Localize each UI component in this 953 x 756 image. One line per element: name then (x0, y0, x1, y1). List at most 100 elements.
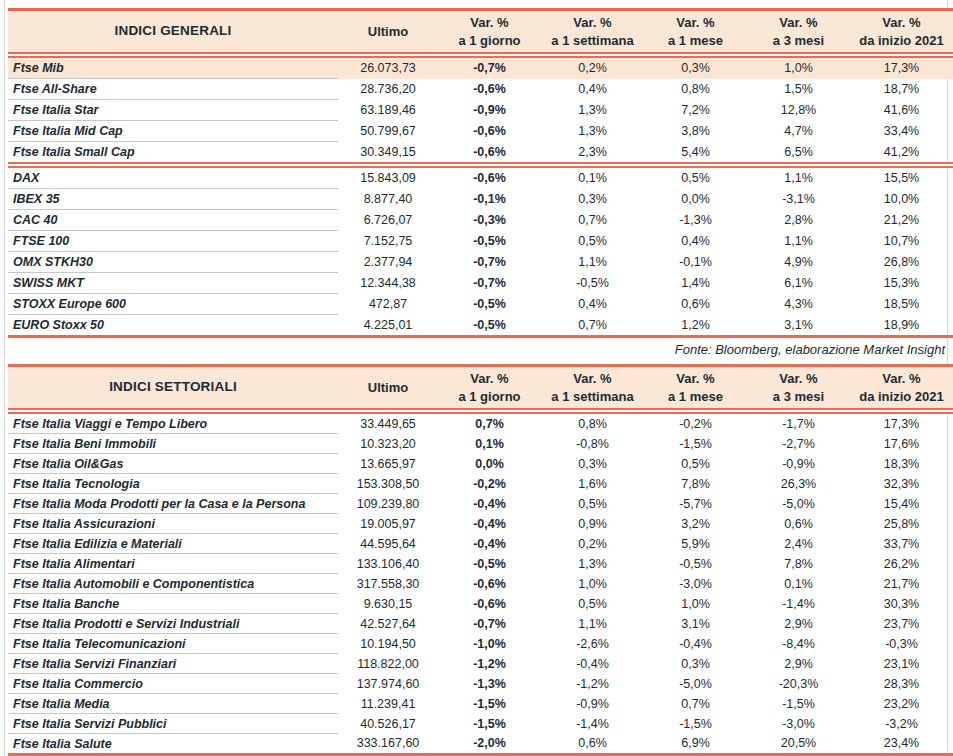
var-value-cell-4: 15,4% (850, 494, 953, 514)
var-value-cell-3: -5,0% (747, 494, 850, 514)
table-row: Ftse Italia Servizi Pubblici40.526,17-1,… (8, 714, 953, 734)
table-row: Ftse Italia Oil&Gas13.665,970,0%0,3%0,5%… (8, 454, 953, 474)
table-row: Ftse Italia Media11.239,41-1,5%-0,9%0,7%… (8, 694, 953, 714)
var-value-cell-2: -1,3% (644, 210, 747, 231)
var-value-cell-2: -1,5% (644, 714, 747, 734)
table-header: INDICI SETTORIALIUltimoVar. %a 1 giornoV… (8, 366, 953, 410)
var-value-cell-0: -0,7% (438, 57, 541, 79)
ultimo-value-cell: 42.527,64 (338, 614, 438, 634)
var-value-cell-1: 1,1% (541, 614, 644, 634)
var-value-cell-1: 0,7% (541, 210, 644, 231)
var-value-cell-1: 0,4% (541, 79, 644, 100)
column-header-var-3: Var. %a 3 mesi (747, 366, 850, 410)
column-header-var-2: Var. %a 1 mese (644, 366, 747, 410)
var-value-cell-4: -0,3% (850, 634, 953, 654)
indici-generali-table: INDICI GENERALIUltimoVar. %a 1 giornoVar… (8, 8, 953, 338)
indici-settoriali-table: INDICI SETTORIALIUltimoVar. %a 1 giornoV… (8, 364, 953, 756)
var-value-cell-4: 41,2% (850, 142, 953, 164)
var-value-cell-4: 17,6% (850, 434, 953, 454)
var-value-cell-4: 17,3% (850, 57, 953, 79)
var-value-cell-1: 0,9% (541, 514, 644, 534)
var-value-cell-1: 0,3% (541, 454, 644, 474)
header-row: INDICI SETTORIALIUltimoVar. %a 1 giornoV… (8, 366, 953, 410)
table-row: Ftse All-Share28.736,20-0,6%0,4%0,8%1,5%… (8, 79, 953, 100)
var-value-cell-3: -0,9% (747, 454, 850, 474)
var-value-cell-3: 1,1% (747, 167, 850, 189)
column-header-line1: Var. % (541, 14, 644, 32)
var-value-cell-4: 23,7% (850, 614, 953, 634)
ultimo-value-cell: 7.152,75 (338, 231, 438, 252)
index-name-cell: Ftse Italia Servizi Pubblici (8, 714, 338, 734)
var-value-cell-2: 0,6% (644, 294, 747, 315)
var-value-cell-1: 1,0% (541, 574, 644, 594)
var-value-cell-3: 4,3% (747, 294, 850, 315)
var-value-cell-0: -1,5% (438, 694, 541, 714)
table-row: Ftse Italia Prodotti e Servizi Industria… (8, 614, 953, 634)
table-row: EURO Stoxx 504.225,01-0,5%0,7%1,2%3,1%18… (8, 315, 953, 337)
table-row: FTSE 1007.152,75-0,5%0,5%0,4%1,1%10,7% (8, 231, 953, 252)
table-row: STOXX Europe 600472,87-0,5%0,4%0,6%4,3%1… (8, 294, 953, 315)
var-value-cell-0: -1,5% (438, 714, 541, 734)
ultimo-value-cell: 317.558,30 (338, 574, 438, 594)
column-header-line1: Var. % (438, 370, 541, 388)
var-value-cell-1: 2,3% (541, 142, 644, 164)
var-value-cell-2: 7,8% (644, 474, 747, 494)
table-row: Ftse Italia Star63.189,46-0,9%1,3%7,2%12… (8, 100, 953, 121)
column-header-line1: Var. % (747, 370, 850, 388)
var-value-cell-1: 0,5% (541, 494, 644, 514)
var-value-cell-0: -0,6% (438, 79, 541, 100)
var-value-cell-2: -5,0% (644, 674, 747, 694)
var-value-cell-2: -3,0% (644, 574, 747, 594)
column-header-line1: Var. % (850, 370, 953, 388)
var-value-cell-0: -0,6% (438, 594, 541, 614)
var-value-cell-4: 30,3% (850, 594, 953, 614)
column-header-var-1: Var. %a 1 settimana (541, 10, 644, 54)
var-value-cell-4: 10,0% (850, 189, 953, 210)
var-value-cell-0: -0,5% (438, 315, 541, 337)
var-value-cell-4: 28,3% (850, 674, 953, 694)
report-page: INDICI GENERALIUltimoVar. %a 1 giornoVar… (4, 0, 948, 756)
column-header-line2: a 1 settimana (541, 32, 644, 50)
index-name-cell: EURO Stoxx 50 (8, 315, 338, 337)
column-header-var-4: Var. %da inizio 2021 (850, 10, 953, 54)
index-name-cell: Ftse Italia Media (8, 694, 338, 714)
var-value-cell-0: -0,1% (438, 189, 541, 210)
var-value-cell-0: -0,9% (438, 100, 541, 121)
table-row: Ftse Italia Small Cap30.349,15-0,6%2,3%5… (8, 142, 953, 164)
table-row: Ftse Italia Assicurazioni19.005,97-0,4%0… (8, 514, 953, 534)
var-value-cell-4: 17,3% (850, 413, 953, 434)
var-value-cell-0: -1,3% (438, 674, 541, 694)
index-name-cell: Ftse Italia Mid Cap (8, 121, 338, 142)
var-value-cell-1: 0,2% (541, 57, 644, 79)
var-value-cell-4: 23,4% (850, 734, 953, 755)
var-value-cell-1: 0,5% (541, 231, 644, 252)
var-value-cell-0: -0,7% (438, 252, 541, 273)
index-name-cell: Ftse All-Share (8, 79, 338, 100)
var-value-cell-4: 26,2% (850, 554, 953, 574)
ultimo-value-cell: 6.726,07 (338, 210, 438, 231)
column-header-line2: a 3 mesi (747, 388, 850, 406)
var-value-cell-4: 33,7% (850, 534, 953, 554)
var-value-cell-3: 1,1% (747, 231, 850, 252)
column-header-line1: Var. % (644, 14, 747, 32)
column-header-line1: Var. % (438, 14, 541, 32)
var-value-cell-2: -0,2% (644, 413, 747, 434)
ultimo-value-cell: 4.225,01 (338, 315, 438, 337)
var-value-cell-1: -2,6% (541, 634, 644, 654)
column-header-ultimo: Ultimo (338, 366, 438, 410)
var-value-cell-0: -0,5% (438, 231, 541, 252)
ultimo-value-cell: 63.189,46 (338, 100, 438, 121)
var-value-cell-2: 0,8% (644, 79, 747, 100)
column-header-var-0: Var. %a 1 giorno (438, 366, 541, 410)
var-value-cell-3: 12,8% (747, 100, 850, 121)
var-value-cell-2: 0,7% (644, 694, 747, 714)
var-value-cell-0: -0,5% (438, 554, 541, 574)
var-value-cell-0: -1,2% (438, 654, 541, 674)
var-value-cell-1: 0,6% (541, 734, 644, 755)
column-header-var-0: Var. %a 1 giorno (438, 10, 541, 54)
var-value-cell-2: 5,9% (644, 534, 747, 554)
ultimo-value-cell: 44.595,64 (338, 534, 438, 554)
table-row: Ftse Italia Salute333.167,60-2,0%0,6%6,9… (8, 734, 953, 755)
var-value-cell-1: 1,1% (541, 252, 644, 273)
var-value-cell-0: 0,1% (438, 434, 541, 454)
